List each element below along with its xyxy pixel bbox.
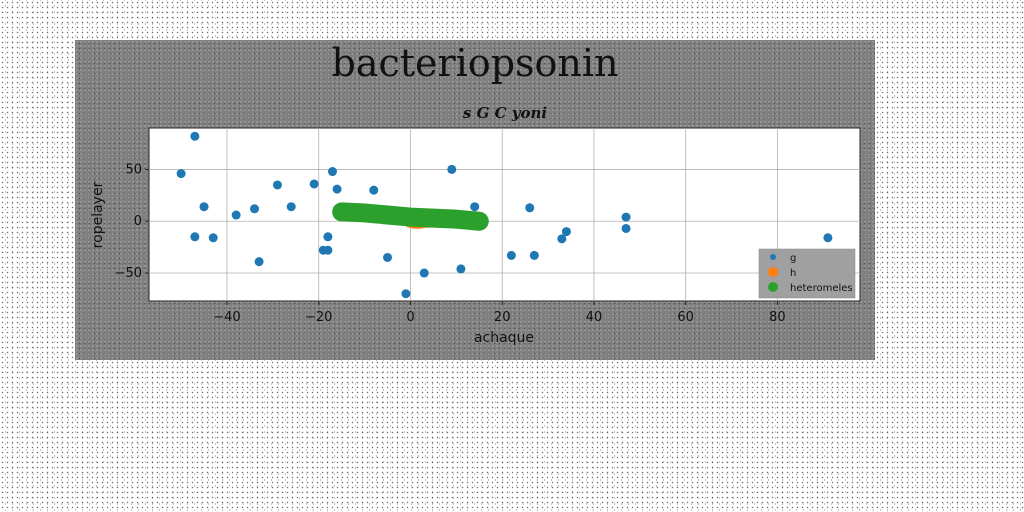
data-point-g: [506, 250, 516, 260]
chart-figure: bacteriopsonin s G C yoni −40 −20 0 20 40 60 8…: [75, 40, 875, 360]
data-layer: [176, 131, 833, 299]
x-tick-label: 20: [494, 310, 511, 325]
data-point-g: [272, 180, 282, 190]
chart-subtitle: s G C yoni: [463, 104, 547, 122]
data-point-g: [254, 257, 264, 267]
data-point-g: [561, 227, 571, 237]
ticks: −40 −20 0 20 40 60 80 −50 0 50: [115, 162, 786, 325]
x-tick-label: 60: [677, 310, 694, 325]
x-axis-label: achaque: [474, 330, 534, 346]
data-point-g: [525, 203, 535, 213]
data-point-g: [529, 250, 539, 260]
data-point-g: [309, 179, 319, 189]
y-tick-label: −50: [115, 266, 142, 281]
data-point-g: [456, 264, 466, 274]
data-point-g: [332, 184, 342, 194]
grid: [149, 128, 860, 301]
y-axis-label: ropelayer: [90, 181, 106, 248]
legend-marker-h: [768, 267, 778, 277]
data-point-g: [621, 223, 631, 233]
legend-label-h: h: [790, 268, 796, 279]
data-point-g: [327, 167, 337, 177]
chart-title: bacteriopsonin: [331, 41, 618, 85]
data-point-g: [369, 185, 379, 195]
data-point-g: [286, 202, 296, 212]
y-tick-label: 50: [125, 162, 142, 177]
data-point-g: [208, 233, 218, 243]
x-tick-label: 80: [769, 310, 786, 325]
data-point-g: [419, 268, 429, 278]
data-point-g: [401, 289, 411, 299]
data-point-g: [323, 232, 333, 242]
data-point-g: [199, 202, 209, 212]
data-point-g: [231, 210, 241, 220]
data-point-g: [470, 202, 480, 212]
scatter-chart: bacteriopsonin s G C yoni −40 −20 0 20 40 60 8…: [90, 41, 861, 346]
data-point-g: [383, 252, 393, 262]
legend-label-g: g: [790, 253, 796, 264]
data-point-g: [557, 234, 567, 244]
data-point-g: [250, 204, 260, 214]
x-tick-label: 40: [586, 310, 603, 325]
legend-marker-g: [770, 254, 776, 260]
data-point-g: [176, 169, 186, 179]
data-point-g: [823, 233, 833, 243]
data-point-g: [323, 245, 333, 255]
x-tick-label: −20: [305, 310, 332, 325]
x-tick-label: −40: [213, 310, 240, 325]
plot-area: [148, 127, 861, 302]
legend-label-heteromeles: heteromeles: [790, 283, 853, 294]
legend: gh heteromeles: [758, 248, 856, 299]
data-point-g: [190, 131, 200, 141]
data-line-heteromeles: [332, 202, 489, 231]
data-point-g: [621, 212, 631, 222]
data-point-g: [447, 164, 457, 174]
legend-marker-heteromeles: [768, 282, 778, 292]
data-point-g: [190, 232, 200, 242]
x-tick-label: 0: [406, 310, 414, 325]
y-tick-label: 0: [134, 214, 142, 229]
